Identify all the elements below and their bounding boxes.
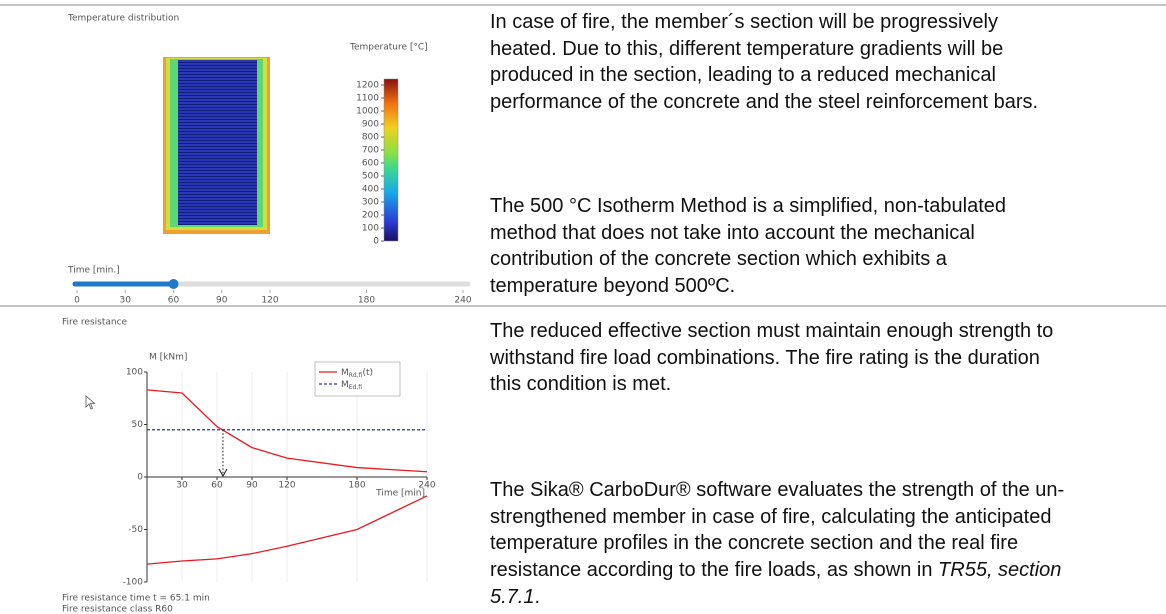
note: Fire resistance class R60	[62, 605, 173, 614]
temperature-panel	[62, 6, 480, 304]
text-line: The Sika® CarboDur® software evaluates t…	[490, 479, 1065, 501]
legend-text: M	[341, 380, 349, 390]
x-tick-label: 30	[176, 481, 188, 491]
text-line: The 500 °C Isotherm Method is a simplifi…	[490, 195, 1007, 217]
y-tick-label: 100	[126, 368, 143, 378]
text-line: heated. Due to this, different temperatu…	[490, 37, 1004, 60]
text-line: The reduced effective section must maint…	[490, 320, 1054, 342]
text-line: performance of the concrete and the stee…	[490, 91, 1039, 114]
colorbar	[383, 78, 399, 242]
text-line: strengthened member in case of fire, cal…	[490, 505, 1052, 528]
colorbar-tick-label: 1000	[356, 107, 379, 117]
cursor-icon	[85, 395, 96, 410]
text-run: .	[534, 585, 541, 608]
note: Fire resistance time t = 65.1 min	[62, 594, 210, 604]
y-axis-label: M [kNm]	[149, 353, 187, 363]
legend-label: MRd,fi(t)	[341, 368, 373, 379]
x-tick-label: 120	[278, 481, 295, 491]
colorbar-tick-label: 600	[362, 159, 379, 169]
colorbar-tick-label: 700	[362, 146, 379, 156]
x-tick-label: 90	[246, 481, 258, 491]
colorbar-tick-label: 900	[362, 120, 379, 130]
series-line	[146, 495, 428, 565]
slider-tick-label: 30	[120, 296, 132, 306]
y-tick-label: 50	[132, 420, 144, 430]
x-tick-label: 60	[211, 481, 223, 491]
text-run: 5.7.1	[490, 585, 535, 608]
panel-title: Temperature distribution	[67, 14, 179, 24]
series-line	[146, 389, 428, 473]
slider-tick-label: 90	[216, 296, 228, 306]
arrow-head	[218, 468, 228, 478]
colorbar-tick-label: 800	[362, 133, 379, 143]
colorbar-tick-label: 500	[362, 172, 379, 182]
y-tick-label: -50	[128, 525, 143, 535]
slider-tick-label: 60	[168, 296, 180, 306]
colorbar-tick-label: 1200	[356, 81, 379, 91]
legend-box	[314, 361, 401, 397]
colorbar-tick-label: 0	[373, 237, 379, 247]
y-tick-label: 0	[137, 473, 143, 483]
text-line: method that does not take into account t…	[490, 221, 975, 244]
text-line: produced in the section, leading to a re…	[490, 64, 996, 87]
legend-text: M	[341, 368, 349, 378]
slider-thumb[interactable]	[168, 279, 179, 289]
y-tick-label: -100	[123, 578, 144, 588]
slider-label: Time [min.]	[67, 266, 120, 276]
legend-text: Rd,fi	[349, 372, 363, 379]
x-tick-label: 240	[418, 481, 435, 491]
text-line: In case of fire, the member´s section wi…	[490, 11, 998, 33]
text-line: this condition is met.	[490, 373, 672, 396]
colorbar-tick-label: 1100	[356, 94, 379, 104]
slider-tick-label: 240	[454, 296, 471, 306]
slider-tick-label: 180	[358, 296, 375, 306]
text-line: temperature profiles in the concrete sec…	[490, 532, 1019, 555]
x-axis-label: Time [min]	[375, 489, 425, 499]
colorbar-label: Temperature [°C]	[349, 43, 428, 53]
colorbar-tick-label: 100	[362, 224, 379, 234]
text-line: resistance according to the fire loads, …	[490, 558, 1061, 582]
colorbar-tick-label: 300	[362, 198, 379, 208]
colorbar-tick-label: 400	[362, 185, 379, 195]
section-core	[178, 60, 257, 225]
slider-tick-label: 0	[74, 296, 80, 306]
panel-title: Fire resistance	[62, 318, 128, 328]
legend-text: Ed,fi	[349, 384, 363, 391]
text-run: resistance according to the fire loads, …	[490, 559, 939, 582]
text-line: 5.7.1.	[490, 585, 540, 609]
text-line: withstand fire load combinations. The fi…	[490, 346, 1040, 369]
slider-tick-label: 120	[261, 296, 278, 306]
colorbar-tick-label: 200	[362, 211, 379, 221]
legend-label: MEd,fi	[341, 380, 362, 391]
text-run: TR55, section	[938, 559, 1062, 582]
x-tick-label: 180	[348, 481, 365, 491]
text-line: temperature beyond 500ºC.	[490, 275, 736, 298]
text-line: contribution of the concrete section whi…	[490, 248, 947, 271]
legend-text: (t)	[362, 368, 373, 378]
